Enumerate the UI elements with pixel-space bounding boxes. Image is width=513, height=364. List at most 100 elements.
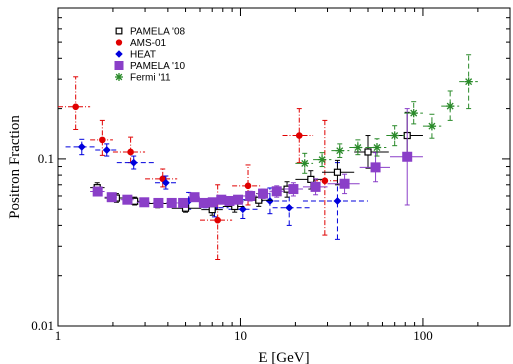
legend-marker-fermi-11 bbox=[115, 73, 123, 81]
legend-marker-pamela-10 bbox=[114, 61, 124, 70]
marker-fermi-11 bbox=[464, 77, 473, 86]
data-layer bbox=[58, 54, 478, 261]
legend-label-pamela-10: PAMELA '10 bbox=[130, 61, 186, 72]
legend-label-pamela-08: PAMELA '08 bbox=[130, 27, 186, 38]
legend-item-ams-01: AMS-01 bbox=[115, 38, 167, 49]
marker-pamela-10 bbox=[153, 197, 164, 208]
legend-item-pamela-10: PAMELA '10 bbox=[114, 61, 186, 72]
marker-ams-01 bbox=[99, 136, 106, 144]
data-point-fermi-11 bbox=[368, 138, 387, 157]
marker-pamela-08 bbox=[307, 175, 315, 183]
data-point-pamela-10 bbox=[177, 197, 189, 208]
data-point-ams-01 bbox=[58, 76, 91, 130]
marker-heat bbox=[238, 205, 247, 214]
marker-pamela-10 bbox=[224, 195, 235, 206]
marker-fermi-11 bbox=[317, 155, 327, 164]
series-fermi-11 bbox=[295, 54, 478, 174]
data-point-heat bbox=[95, 143, 117, 157]
data-point-ams-01 bbox=[313, 119, 338, 236]
marker-fermi-11 bbox=[445, 101, 455, 111]
marker-heat bbox=[102, 146, 111, 154]
data-point-pamela-10 bbox=[232, 194, 244, 205]
y-tick-label-0.1: 0.1 bbox=[38, 151, 54, 166]
marker-ams-01 bbox=[214, 216, 221, 224]
data-point-pamela-10 bbox=[90, 186, 105, 197]
data-point-pamela-10 bbox=[216, 194, 227, 205]
series-heat bbox=[65, 138, 369, 240]
legend-label-ams-01: AMS-01 bbox=[130, 38, 167, 49]
marker-ams-01 bbox=[127, 148, 134, 156]
series-ams-01 bbox=[58, 76, 338, 261]
data-point-pamela-10 bbox=[390, 108, 423, 206]
marker-ams-01 bbox=[72, 103, 79, 111]
legend-marker-heat bbox=[115, 50, 123, 58]
marker-heat bbox=[161, 178, 170, 187]
marker-fermi-11 bbox=[335, 146, 344, 155]
axis-ticks bbox=[57, 7, 511, 327]
marker-pamela-10 bbox=[310, 181, 321, 192]
data-point-pamela-10 bbox=[120, 194, 134, 205]
data-point-pamela-10 bbox=[207, 197, 218, 208]
data-point-fermi-11 bbox=[459, 54, 478, 110]
marker-pamela-10 bbox=[178, 197, 189, 208]
series-pamela-08 bbox=[90, 111, 423, 216]
series-pamela-10 bbox=[90, 108, 423, 208]
legend-label-heat: HEAT bbox=[130, 50, 156, 61]
legend-marker-pamela-08 bbox=[115, 27, 123, 35]
marker-pamela-10 bbox=[122, 194, 133, 205]
data-point-pamela-10 bbox=[165, 197, 178, 208]
marker-pamela-10 bbox=[245, 190, 256, 201]
data-point-fermi-11 bbox=[349, 139, 369, 156]
marker-heat bbox=[333, 197, 342, 205]
data-point-fermi-11 bbox=[386, 125, 405, 147]
legend-item-heat: HEAT bbox=[115, 50, 156, 61]
marker-pamela-10 bbox=[92, 186, 103, 197]
marker-pamela-10 bbox=[166, 197, 177, 208]
data-point-fermi-11 bbox=[295, 152, 314, 174]
data-point-ams-01 bbox=[282, 108, 314, 164]
marker-pamela-10 bbox=[370, 162, 381, 173]
marker-ams-01 bbox=[295, 132, 303, 139]
data-point-fermi-11 bbox=[422, 113, 442, 139]
data-point-pamela-10 bbox=[224, 195, 235, 206]
marker-fermi-11 bbox=[427, 121, 437, 131]
data-point-ams-01 bbox=[145, 168, 178, 188]
legend-label-fermi-11: Fermi '11 bbox=[130, 73, 171, 84]
plot-frame bbox=[57, 7, 511, 327]
x-tick-label-1: 1 bbox=[55, 328, 62, 343]
marker-pamela-08 bbox=[131, 197, 139, 205]
data-point-fermi-11 bbox=[404, 101, 423, 125]
data-point-ams-01 bbox=[112, 136, 146, 164]
data-point-pamela-08 bbox=[322, 159, 355, 186]
marker-fermi-11 bbox=[353, 143, 363, 152]
marker-pamela-08 bbox=[333, 168, 342, 176]
marker-pamela-10 bbox=[139, 197, 150, 208]
marker-pamela-10 bbox=[198, 197, 209, 208]
marker-pamela-10 bbox=[402, 151, 413, 162]
marker-pamela-10 bbox=[258, 188, 269, 199]
data-point-pamela-10 bbox=[302, 178, 328, 196]
marker-fermi-11 bbox=[409, 108, 418, 118]
legend-marker-ams-01 bbox=[115, 39, 123, 46]
marker-pamela-10 bbox=[339, 178, 350, 189]
data-point-pamela-10 bbox=[242, 190, 257, 202]
x-tick-label-10: 10 bbox=[234, 328, 247, 343]
marker-pamela-10 bbox=[207, 197, 218, 208]
data-point-pamela-10 bbox=[136, 197, 151, 208]
marker-ams-01 bbox=[244, 182, 252, 190]
legend-item-pamela-08: PAMELA '08 bbox=[115, 27, 186, 38]
marker-pamela-10 bbox=[106, 192, 117, 203]
marker-ams-01 bbox=[321, 177, 329, 185]
data-point-pamela-10 bbox=[283, 182, 303, 197]
marker-pamela-10 bbox=[233, 194, 244, 205]
marker-fermi-11 bbox=[390, 131, 399, 140]
data-point-pamela-10 bbox=[256, 188, 270, 199]
data-point-pamela-08 bbox=[354, 135, 389, 169]
data-point-pamela-10 bbox=[188, 192, 200, 203]
data-point-heat bbox=[302, 162, 369, 240]
marker-pamela-10 bbox=[189, 192, 200, 203]
data-point-fermi-11 bbox=[441, 90, 460, 121]
marker-pamela-10 bbox=[288, 184, 299, 195]
marker-heat bbox=[285, 203, 294, 212]
